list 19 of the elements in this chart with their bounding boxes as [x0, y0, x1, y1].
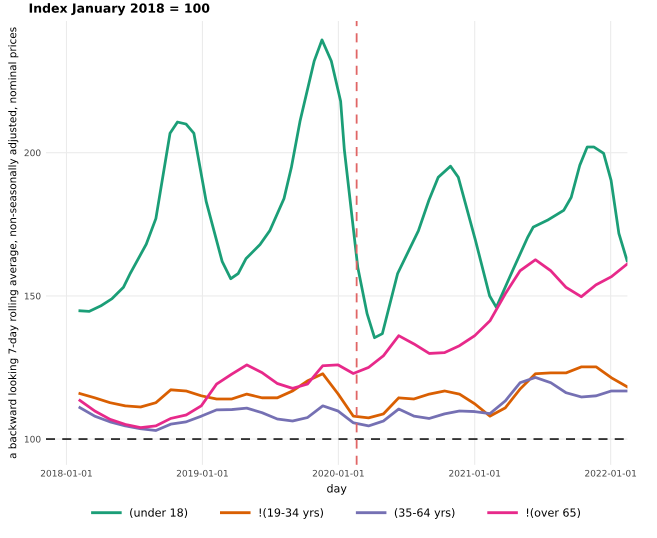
- x-tick-label: 2022-01-01: [585, 470, 636, 477]
- y-tick-label: 200: [24, 149, 41, 156]
- legend-label: !(19-34 yrs): [260, 508, 323, 519]
- line-series: [78, 38, 628, 340]
- x-tick-label: 2019-01-01: [176, 470, 228, 477]
- line-series: [78, 258, 628, 429]
- x-axis-title: day: [327, 484, 347, 495]
- line-series: [78, 366, 628, 420]
- legend-label: (under 18): [130, 508, 188, 518]
- y-tick-label: 150: [24, 292, 41, 300]
- x-tick-label: 2020-01-01: [312, 470, 364, 477]
- x-tick-label: 2021-01-01: [449, 470, 500, 477]
- legend-label: (35-64 yrs): [394, 508, 454, 519]
- legend-label: !(over 65): [527, 508, 580, 518]
- y-tick-label: 100: [24, 436, 41, 443]
- chart-title: Index January 2018 = 100: [30, 3, 210, 16]
- x-tick-label: 2018-01-01: [40, 470, 92, 477]
- line-series: [78, 376, 628, 432]
- y-axis-title: a backward looking 7-day rolling average, non-seasonally adjusted, nominal prices: [8, 27, 18, 458]
